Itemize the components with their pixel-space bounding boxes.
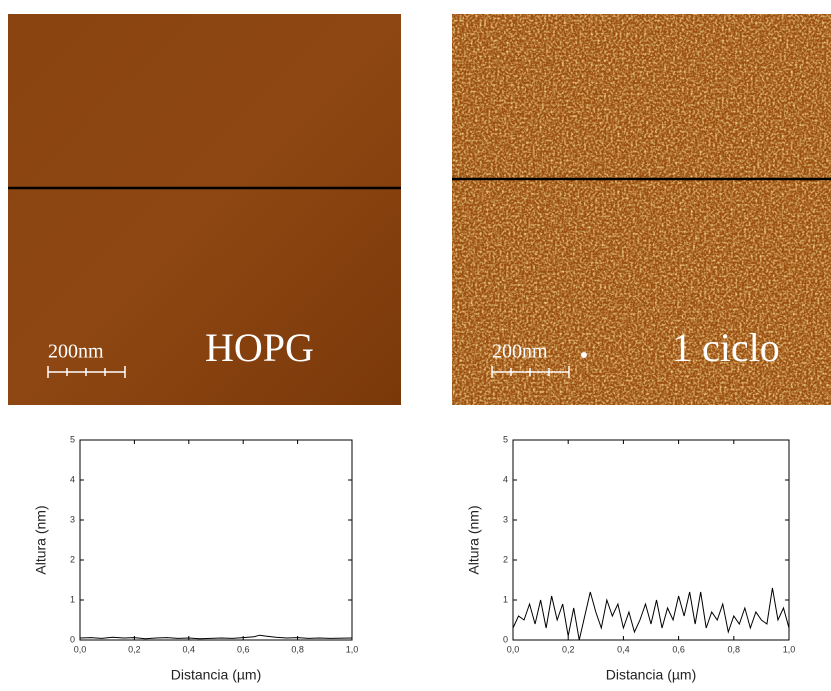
y-tick-label: 5 (503, 434, 508, 444)
x-tick-label: 0,4 (617, 644, 630, 654)
plot-frame (79, 439, 353, 641)
y-tick-label: 0 (70, 634, 75, 644)
y-tick-label: 4 (70, 474, 75, 484)
x-tick-label: 0,8 (291, 644, 304, 654)
particle (581, 352, 587, 358)
y-tick-label: 0 (503, 634, 508, 644)
x-tick-label: 0,6 (237, 644, 250, 654)
image-area (8, 14, 401, 405)
x-axis-label: Distancia (µm) (171, 667, 262, 683)
y-tick-label: 3 (70, 514, 75, 524)
x-tick-label: 0,2 (562, 644, 575, 654)
x-tick-label: 1,0 (783, 644, 796, 654)
scale-bar (47, 366, 126, 378)
image-label: 1 ciclo (672, 325, 780, 370)
x-axis-label: Distancia (µm) (606, 667, 697, 683)
scale-bar-label: 200nm (48, 341, 104, 363)
scale-bar (491, 366, 570, 378)
afm-image-1-ciclo: 200nm 1 ciclo (452, 14, 831, 405)
y-axis-label: Altura (nm) (466, 505, 482, 574)
plot-frame (512, 439, 790, 641)
x-tick-label: 0,0 (507, 644, 520, 654)
x-tick-label: 0,8 (728, 644, 741, 654)
x-tick-label: 0,4 (183, 644, 196, 654)
y-axis-label: Altura (nm) (33, 505, 49, 574)
profile-line-plot (79, 634, 353, 640)
x-tick-label: 0,6 (672, 644, 685, 654)
y-tick-label: 2 (70, 554, 75, 564)
x-tick-label: 1,0 (346, 644, 359, 654)
scale-bar-label: 200nm (492, 341, 548, 363)
image-label: HOPG (205, 325, 314, 370)
image-texture (452, 14, 831, 405)
y-tick-label: 1 (503, 594, 508, 604)
y-tick-label: 5 (70, 434, 75, 444)
y-tick-label: 2 (503, 554, 508, 564)
y-tick-label: 3 (503, 514, 508, 524)
y-tick-label: 4 (503, 474, 508, 484)
profile-line-plot (512, 587, 790, 641)
x-tick-label: 0,2 (128, 644, 141, 654)
afm-image-hopg: 200nm HOPG (8, 14, 401, 405)
x-tick-label: 0,0 (74, 644, 87, 654)
y-tick-label: 1 (70, 594, 75, 604)
